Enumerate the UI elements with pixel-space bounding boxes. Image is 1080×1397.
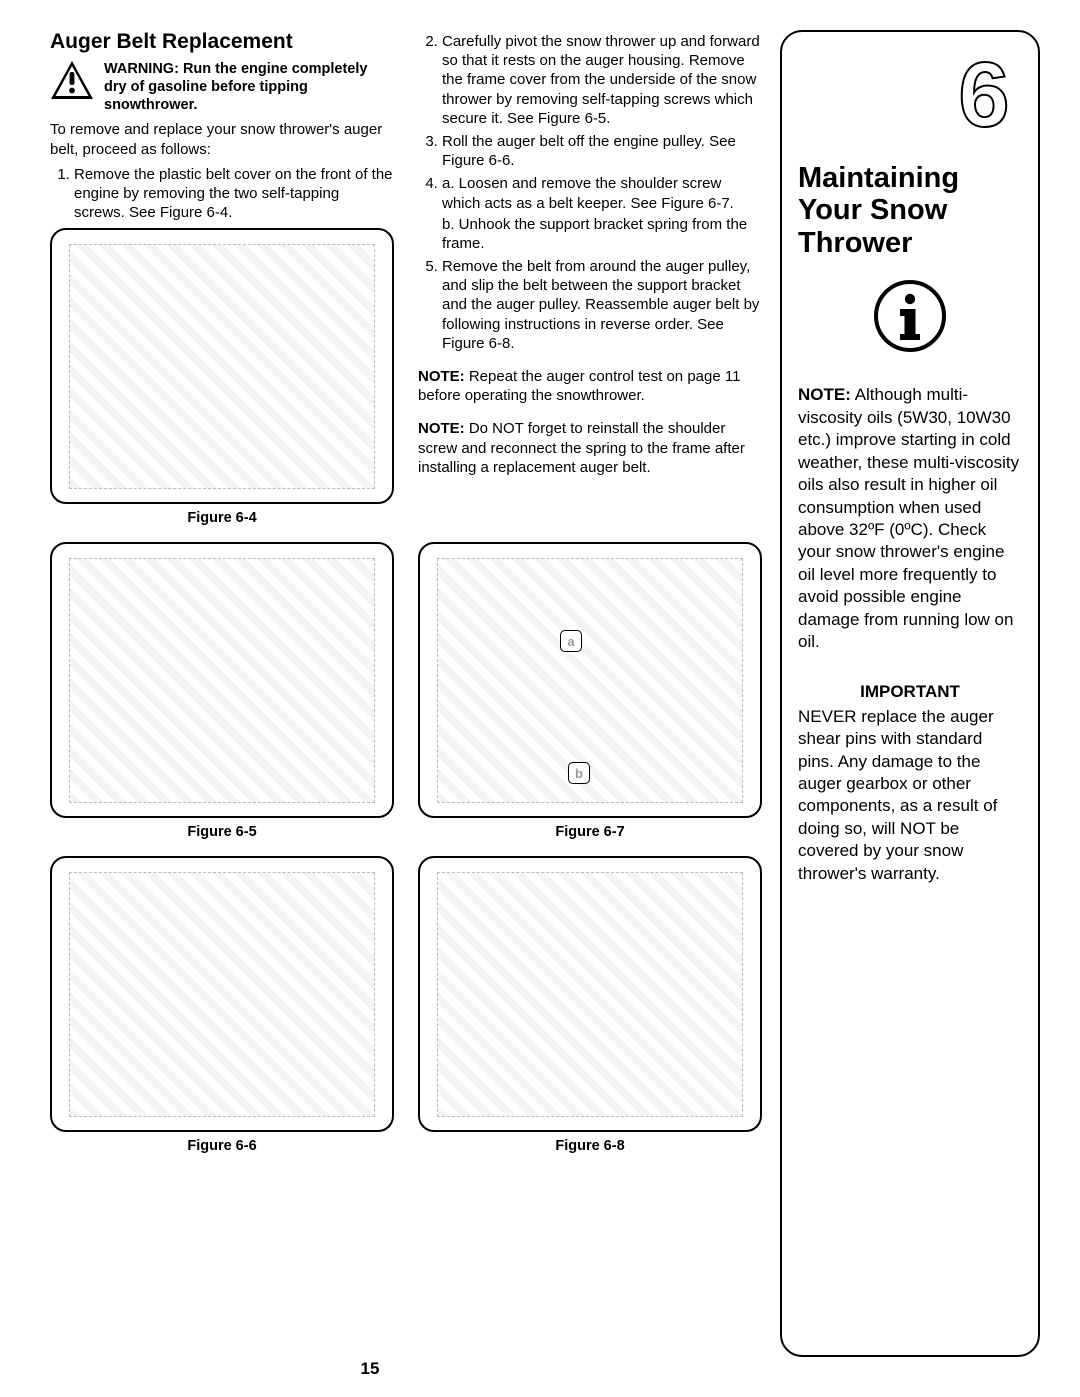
sidebar-note-label: NOTE: — [798, 385, 851, 404]
warning-icon — [50, 60, 94, 100]
section-title: Auger Belt Replacement — [50, 30, 394, 54]
warning-block: WARNING: Run the engine completely dry o… — [50, 60, 394, 114]
steps-list-left: Remove the plastic belt cover on the fro… — [50, 165, 394, 223]
warning-label: WARNING: — [104, 61, 179, 77]
sidebar-title: Maintaining Your Snow Thrower — [798, 162, 1022, 259]
steps-list-right: Carefully pivot the snow thrower up and … — [418, 32, 762, 353]
step-5: Remove the belt from around the auger pu… — [442, 257, 762, 353]
figure-row-1: Figure 6-5 a b Figure 6-7 — [50, 542, 762, 840]
figure-6-7-caption: Figure 6-7 — [418, 824, 762, 840]
chapter-number-glyph: 6 — [958, 50, 1009, 146]
note-2: NOTE: Do NOT forget to reinstall the sho… — [418, 419, 762, 477]
step-2: Carefully pivot the snow thrower up and … — [442, 32, 762, 128]
figure-6-7-col: a b Figure 6-7 — [418, 542, 762, 840]
figure-6-6 — [50, 856, 394, 1132]
diagram-placeholder — [69, 872, 375, 1117]
sidebar-note: NOTE: Although multi-viscosity oils (5W3… — [798, 384, 1022, 653]
diagram-placeholder — [69, 244, 375, 489]
figure-6-6-col: Figure 6-6 — [50, 856, 394, 1154]
note-1-text: Repeat the auger control test on page 11… — [418, 368, 740, 404]
figure-6-4 — [50, 228, 394, 504]
page: Auger Belt Replacement WARNING: Run the … — [0, 0, 1080, 1397]
figure-6-7: a b — [418, 542, 762, 818]
diagram-placeholder — [437, 872, 743, 1117]
sidebar: 6 Maintaining Your Snow Thrower NOTE: Al… — [780, 30, 1040, 1357]
sidebar-note-text: Although multi-viscosity oils (5W30, 10W… — [798, 385, 1019, 651]
sidebar-important-text: NEVER replace the auger shear pins with … — [798, 706, 1022, 886]
right-text-column: Carefully pivot the snow thrower up and … — [418, 30, 762, 526]
figure-6-8 — [418, 856, 762, 1132]
figure-6-7-label-b: b — [568, 762, 590, 784]
step-1: Remove the plastic belt cover on the fro… — [74, 165, 394, 223]
step-4: a. Loosen and remove the shoulder screw … — [442, 174, 762, 253]
note-2-text: Do NOT forget to reinstall the shoulder … — [418, 420, 745, 475]
main-column: Auger Belt Replacement WARNING: Run the … — [50, 30, 762, 1397]
step-4b: b. Unhook the support bracket spring fro… — [442, 215, 762, 253]
figure-6-5-col: Figure 6-5 — [50, 542, 394, 840]
sidebar-important-heading: IMPORTANT — [798, 682, 1022, 702]
chapter-number-icon: 6 — [952, 50, 1016, 146]
top-text-row: Auger Belt Replacement WARNING: Run the … — [50, 30, 762, 526]
figure-6-6-caption: Figure 6-6 — [50, 1138, 394, 1154]
info-icon — [873, 279, 947, 358]
diagram-placeholder — [69, 558, 375, 803]
step-3: Roll the auger belt off the engine pulle… — [442, 132, 762, 170]
note-1-label: NOTE: — [418, 368, 465, 385]
warning-text: WARNING: Run the engine completely dry o… — [104, 60, 394, 114]
note-1: NOTE: Repeat the auger control test on p… — [418, 367, 762, 405]
figure-6-8-col: Figure 6-8 — [418, 856, 762, 1154]
note-2-label: NOTE: — [418, 420, 465, 437]
figure-6-8-caption: Figure 6-8 — [418, 1138, 762, 1154]
figure-6-4-caption: Figure 6-4 — [50, 510, 394, 526]
left-text-column: Auger Belt Replacement WARNING: Run the … — [50, 30, 394, 526]
figure-6-5 — [50, 542, 394, 818]
intro-paragraph: To remove and replace your snow thrower'… — [50, 120, 394, 158]
figure-6-7-label-a: a — [560, 630, 582, 652]
figure-row-2: Figure 6-6 Figure 6-8 — [50, 856, 762, 1154]
step-4a: a. Loosen and remove the shoulder screw … — [442, 174, 762, 212]
figure-6-5-caption: Figure 6-5 — [50, 824, 394, 840]
diagram-placeholder — [437, 558, 743, 803]
page-number: 15 — [0, 1359, 740, 1379]
